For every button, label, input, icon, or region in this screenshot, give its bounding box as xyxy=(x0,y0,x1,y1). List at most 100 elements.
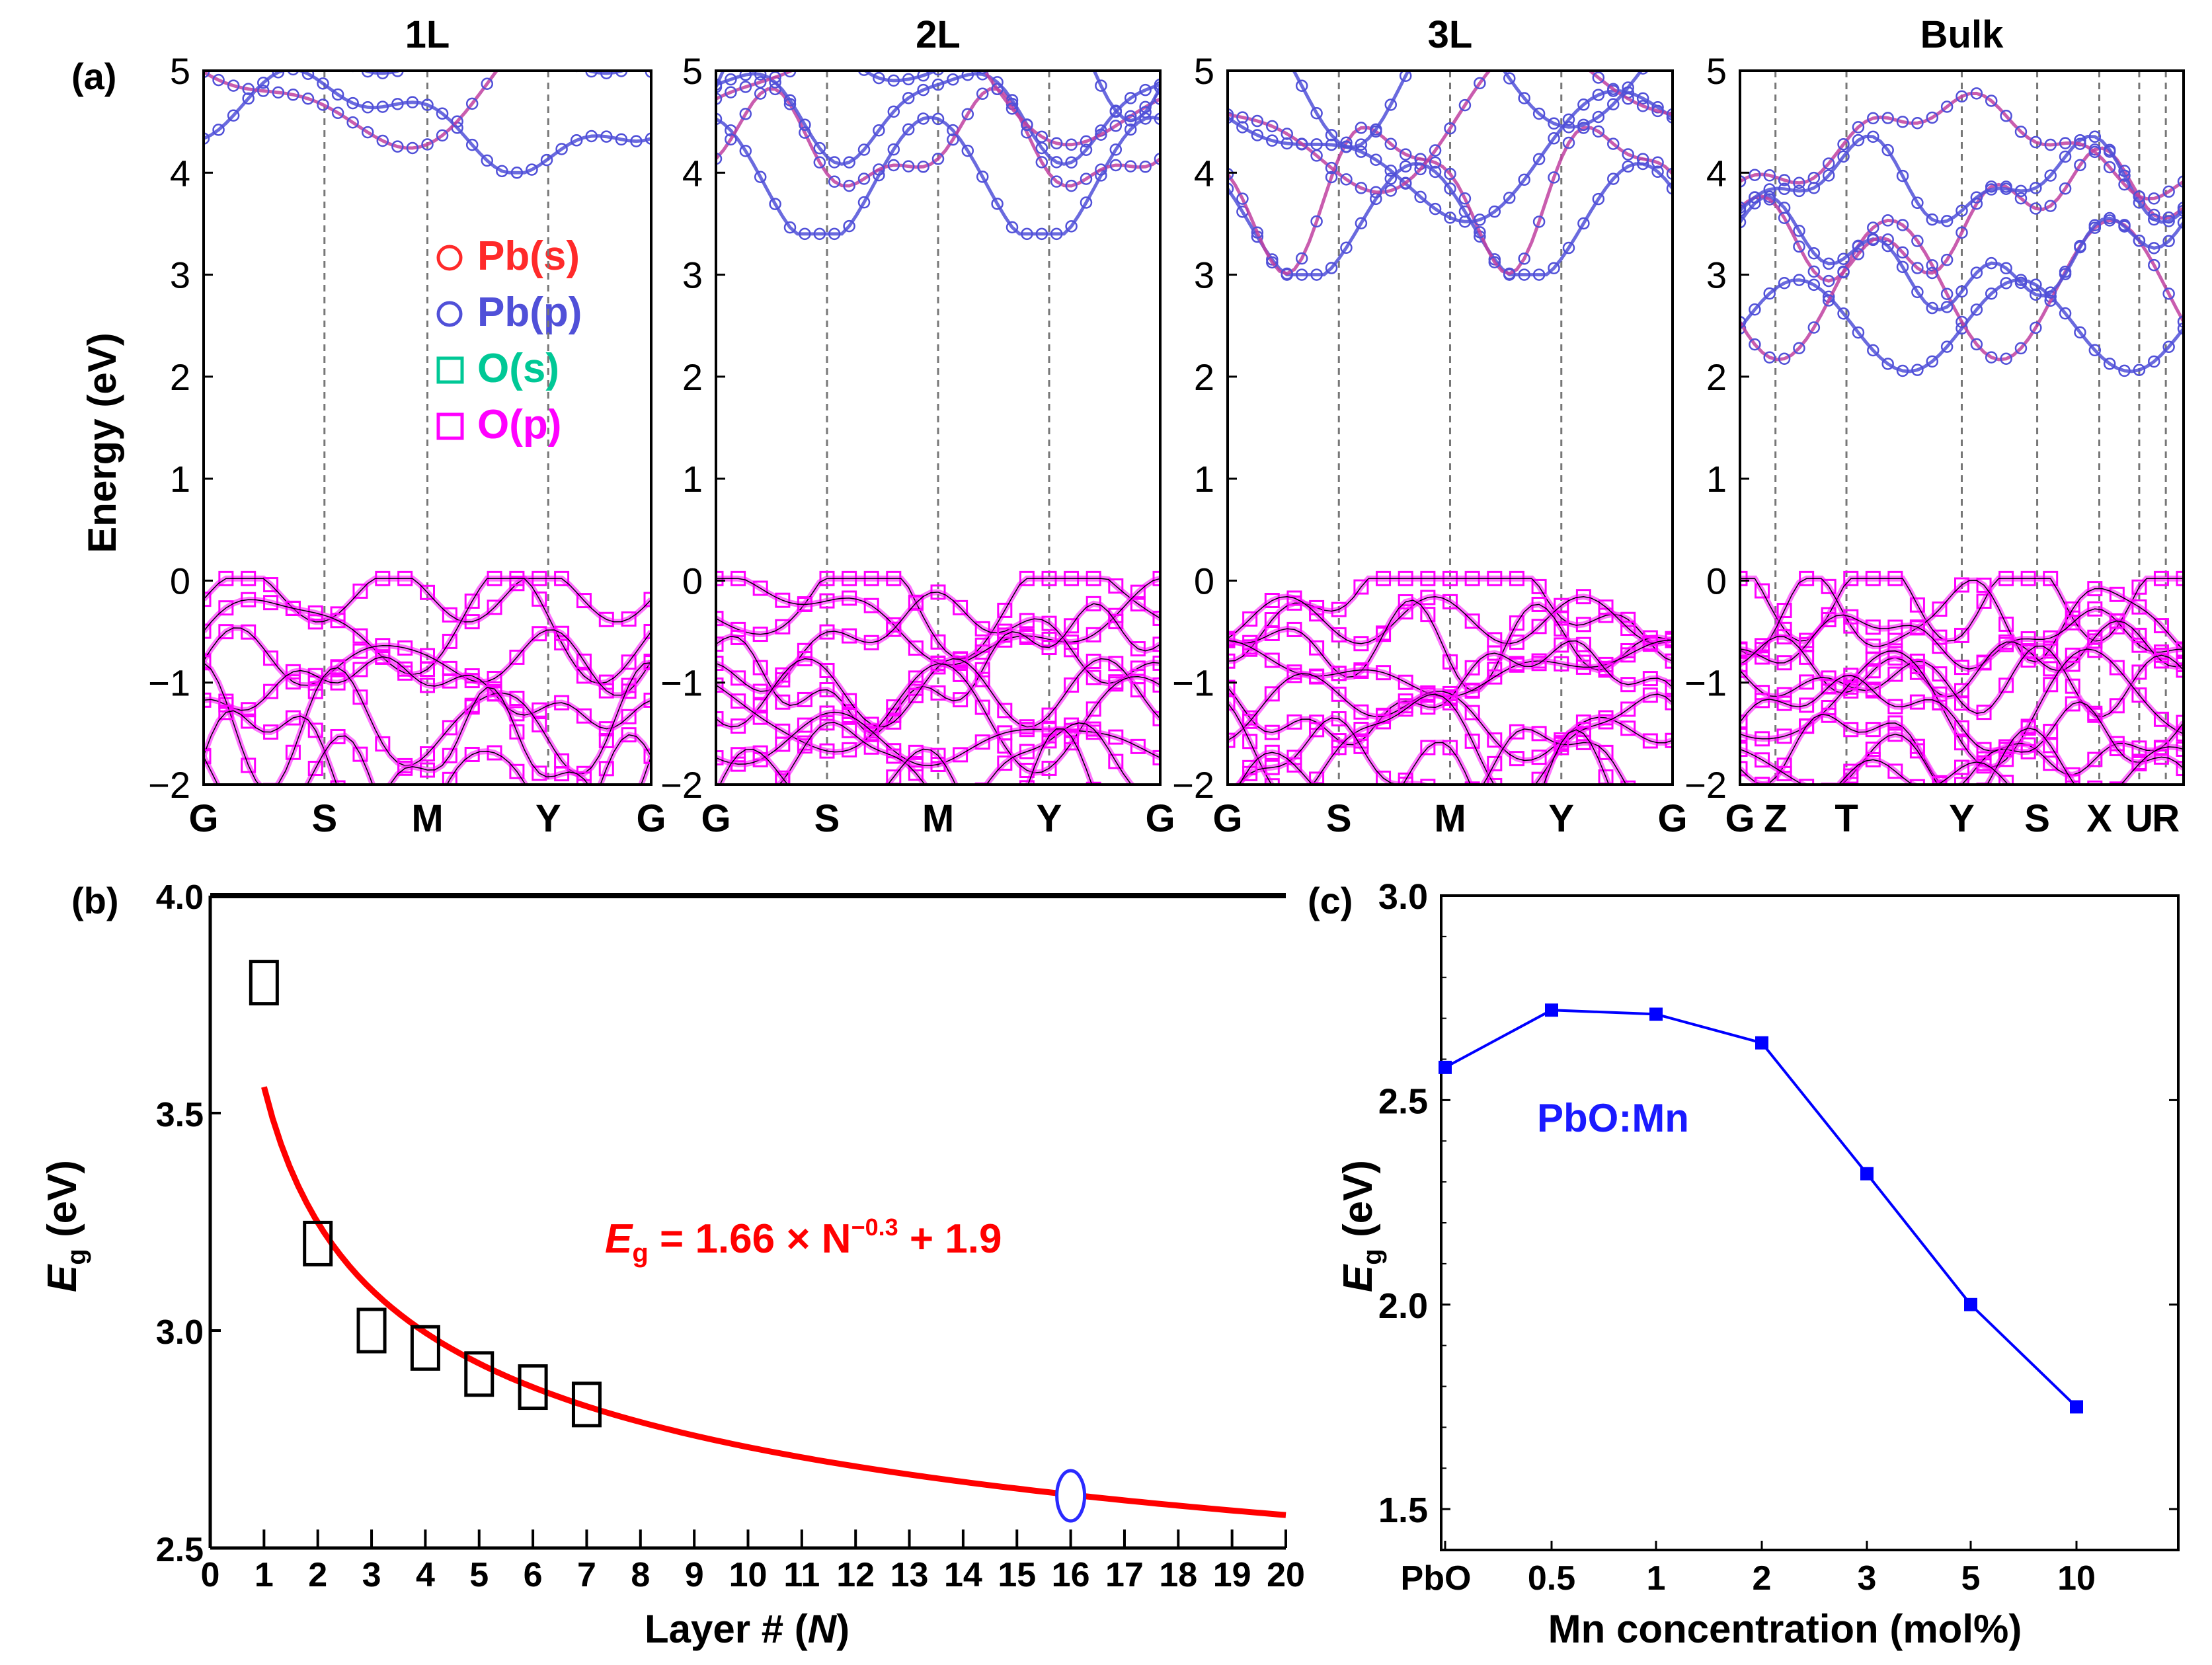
b-x-tick-label: 18 xyxy=(1159,1556,1197,1594)
o-p-marker xyxy=(752,698,768,714)
pb-p-marker xyxy=(391,140,404,153)
o-p-marker xyxy=(285,744,301,760)
o-p-marker xyxy=(241,757,257,773)
pb-p-marker xyxy=(1282,54,1292,64)
y-tick-label: 5 xyxy=(1706,50,1727,92)
o-p-marker xyxy=(2109,781,2125,785)
pb-p-marker xyxy=(1489,59,1500,70)
c-data-point xyxy=(1755,1036,1768,1050)
pb-p-marker xyxy=(1837,150,1850,163)
o-p-marker xyxy=(752,745,768,761)
pb-p-marker xyxy=(2088,130,2102,143)
o-p-marker xyxy=(442,633,457,649)
o-p-marker xyxy=(1799,697,1815,713)
pb-p-marker xyxy=(1778,182,1791,196)
pb-p-marker xyxy=(828,227,841,241)
pb-p-marker xyxy=(2162,215,2175,227)
pb-p-marker xyxy=(272,86,285,99)
pb-p-marker xyxy=(2177,216,2184,229)
subplot-title: Bulk xyxy=(1920,13,2004,56)
pb-p-marker xyxy=(1429,165,1442,178)
o-p-marker xyxy=(307,760,323,776)
o-p-marker xyxy=(1976,594,1992,609)
valence-band-core-4 xyxy=(716,603,1160,734)
conduction-band-1 xyxy=(716,115,1160,236)
pb-p-marker xyxy=(436,107,449,120)
o-p-marker xyxy=(643,692,651,708)
pb-p-marker xyxy=(903,0,914,7)
pb-p-marker xyxy=(630,135,643,147)
o-p-marker xyxy=(1865,722,1881,738)
kpoint-label: S xyxy=(311,797,337,840)
pb-p-marker xyxy=(2103,212,2116,225)
o-p-marker xyxy=(1086,596,1101,611)
o-p-marker xyxy=(752,580,768,596)
o-p-marker xyxy=(1575,726,1591,742)
pb-p-marker xyxy=(510,167,524,179)
o-p-marker xyxy=(352,689,368,705)
conduction-band-3 xyxy=(1740,195,2184,312)
o-p-marker xyxy=(1598,662,1614,678)
pb-p-marker xyxy=(2044,286,2057,299)
o-p-marker xyxy=(1108,729,1124,745)
o-p-marker xyxy=(307,722,323,738)
pb-p-marker xyxy=(2044,138,2057,151)
o-p-marker xyxy=(886,748,902,764)
pb-p-marker xyxy=(873,163,885,176)
pb-p-marker xyxy=(2014,276,2028,290)
pb-p-marker xyxy=(873,71,885,85)
pb-p-marker xyxy=(2148,213,2160,226)
pb-p-marker xyxy=(1926,266,1939,280)
o-p-marker xyxy=(397,640,413,656)
o-p-marker xyxy=(464,593,480,609)
pb-p-marker xyxy=(1852,248,1865,260)
pb-p-marker xyxy=(1384,164,1398,177)
o-p-marker xyxy=(263,577,279,593)
o-p-marker xyxy=(1954,695,1969,711)
valence-band-core-10 xyxy=(1758,759,2009,785)
b-data-point xyxy=(518,1364,548,1411)
valence-band-core-9 xyxy=(1239,729,1610,785)
pb-p-marker xyxy=(1807,321,1821,334)
pb-p-marker xyxy=(1035,130,1048,143)
pb-p-marker xyxy=(242,92,255,105)
o-p-marker xyxy=(1954,735,1969,751)
pb-p-marker xyxy=(1749,303,1761,316)
o-p-marker xyxy=(263,783,279,785)
pb-p-marker xyxy=(1763,351,1776,364)
o-p-marker xyxy=(1152,655,1160,671)
o-p-marker xyxy=(1531,619,1547,635)
pb-p-marker xyxy=(1793,342,1805,354)
b-x-tick-label: 17 xyxy=(1105,1556,1144,1594)
o-p-marker xyxy=(1398,701,1413,717)
o-p-marker xyxy=(1488,831,1501,844)
pb-p-marker xyxy=(346,97,359,110)
pb-p-marker xyxy=(961,108,974,120)
pb-p-marker xyxy=(1763,169,1776,182)
pb-p-marker xyxy=(1124,114,1137,127)
o-p-marker xyxy=(1228,679,1236,695)
o-p-marker xyxy=(1041,760,1057,776)
pb-p-marker xyxy=(1577,217,1590,230)
o-p-marker xyxy=(307,605,323,621)
o-p-marker xyxy=(509,649,525,665)
pb-p-marker xyxy=(2059,150,2072,163)
b-data-point xyxy=(356,1307,387,1354)
o-p-marker xyxy=(1264,625,1280,641)
pb-p-marker xyxy=(1881,214,1894,227)
o-p-marker xyxy=(2176,662,2184,678)
y-tick-label: −2 xyxy=(1172,764,1214,806)
pb-p-marker xyxy=(1926,355,1939,368)
pb-p-marker xyxy=(467,26,477,37)
o-p-marker xyxy=(263,650,279,666)
pb-p-marker xyxy=(1518,92,1530,104)
pb-p-marker xyxy=(465,97,479,110)
o-p-marker xyxy=(420,678,435,693)
o-p-marker xyxy=(1019,629,1035,645)
b-experiment-point xyxy=(1055,1469,1087,1523)
pb-p-marker xyxy=(331,106,344,120)
b-x-tick-label: 2 xyxy=(308,1556,327,1594)
b-y-tick-label: 2.5 xyxy=(156,1531,204,1569)
pb-p-marker xyxy=(496,165,508,178)
pb-p-marker xyxy=(421,98,434,111)
